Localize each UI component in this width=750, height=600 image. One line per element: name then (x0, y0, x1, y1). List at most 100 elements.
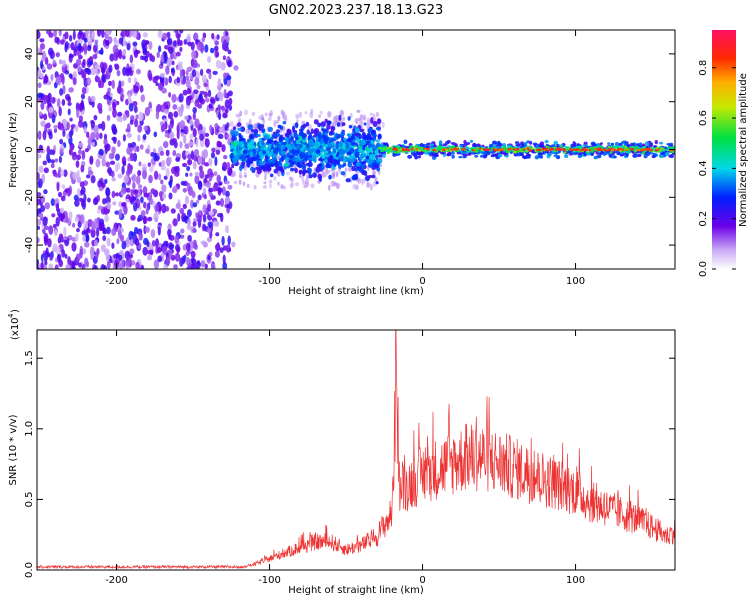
heatmap-cell (93, 239, 99, 247)
heatmap-cell (669, 146, 674, 149)
heatmap-cell (163, 108, 169, 114)
heatmap-cell (163, 264, 168, 269)
heatmap-cell (298, 111, 303, 119)
heatmap-cell (372, 134, 377, 141)
heatmap-cell (173, 166, 179, 172)
heatmap-cell (120, 260, 125, 267)
heatmap-cell (568, 152, 574, 156)
heatmap-cell (341, 164, 345, 168)
heatmap-cell (516, 153, 521, 157)
heatmap-cell (203, 82, 209, 88)
heatmap-cell (181, 78, 186, 85)
heatmap-cell (61, 74, 65, 85)
heatmap-cell (68, 53, 73, 63)
heatmap-cell (102, 230, 107, 235)
heatmap-cell (231, 241, 236, 248)
heatmap-cell (167, 223, 172, 231)
heatmap-cell (136, 145, 140, 153)
heatmap-cell (563, 151, 567, 154)
heatmap-cell (145, 148, 150, 154)
heatmap-cell (56, 76, 62, 86)
heatmap-cell (50, 163, 55, 169)
heatmap-cell (289, 167, 295, 172)
heatmap-cell (280, 168, 285, 173)
x-tick-label: 0 (419, 575, 425, 586)
heatmap-cell (253, 123, 257, 130)
heatmap-cell (187, 158, 193, 166)
heatmap-cell (207, 89, 212, 98)
heatmap-cell (309, 111, 314, 119)
heatmap-cell (57, 236, 62, 244)
heatmap-cell (227, 49, 232, 55)
heatmap-cell (657, 148, 660, 151)
heatmap-cell (59, 122, 64, 131)
heatmap-cell (117, 139, 121, 148)
heatmap-cell (168, 243, 175, 250)
heatmap-cell (382, 153, 386, 158)
heatmap-cell (195, 138, 199, 148)
heatmap-cell (224, 196, 231, 206)
heatmap-cell (37, 82, 42, 89)
heatmap-cell (311, 152, 317, 156)
heatmap-cell (158, 173, 162, 181)
heatmap-cell (72, 171, 78, 180)
spectrogram-y-axis-label: Frequency (Hz) (8, 112, 19, 188)
heatmap-cell (397, 146, 402, 149)
heatmap-cell (73, 48, 77, 57)
heatmap-cell (129, 152, 135, 162)
heatmap-cell (370, 139, 374, 146)
heatmap-cell (125, 260, 130, 266)
heatmap-cell (37, 92, 43, 98)
heatmap-cell (275, 165, 280, 170)
heatmap-cell (427, 150, 432, 153)
heatmap-cell (44, 57, 49, 66)
heatmap-cell (79, 181, 85, 188)
heatmap-cell (302, 179, 306, 186)
heatmap-cell (192, 128, 197, 138)
heatmap-cell (504, 147, 508, 150)
heatmap-cell (264, 112, 268, 117)
heatmap-cell (358, 148, 362, 153)
heatmap-cell (44, 256, 48, 262)
heatmap-cell (71, 152, 77, 161)
heatmap-cell (78, 30, 83, 37)
heatmap-cell (354, 184, 359, 191)
snr-y-axis-label: SNR (10 * v/v) (8, 414, 19, 485)
heatmap-cell (65, 264, 71, 269)
heatmap-cell (229, 144, 235, 150)
heatmap-cell (274, 159, 279, 167)
heatmap-cell (286, 143, 292, 149)
heatmap-cell (38, 213, 44, 219)
heatmap-cell (345, 143, 350, 150)
heatmap-cell (125, 198, 130, 204)
heatmap-cell (316, 149, 321, 154)
heatmap-cell (354, 127, 360, 133)
heatmap-cell (53, 128, 58, 134)
heatmap-cell (127, 93, 132, 103)
heatmap-cell (157, 45, 162, 53)
heatmap-cell (123, 175, 129, 184)
heatmap-cell (321, 171, 326, 179)
heatmap-cell (666, 142, 671, 146)
heatmap-cell (137, 169, 142, 177)
heatmap-cell (140, 196, 144, 204)
heatmap-cell (389, 150, 395, 153)
heatmap-cell (310, 128, 314, 134)
heatmap-cell (100, 263, 106, 269)
heatmap-cell (361, 160, 367, 165)
heatmap-cell (208, 187, 214, 193)
heatmap-cell (72, 222, 76, 228)
heatmap-cell (121, 182, 126, 189)
heatmap-cell (335, 153, 340, 158)
heatmap-cell (101, 67, 105, 74)
heatmap-cell (298, 128, 304, 132)
heatmap-cell (165, 65, 170, 75)
heatmap-cell (154, 238, 160, 249)
heatmap-cell (625, 148, 629, 151)
heatmap-cell (233, 130, 239, 137)
heatmap-cell (651, 155, 656, 159)
heatmap-cell (328, 131, 333, 136)
heatmap-cell (344, 167, 348, 172)
heatmap-cell (114, 163, 119, 173)
